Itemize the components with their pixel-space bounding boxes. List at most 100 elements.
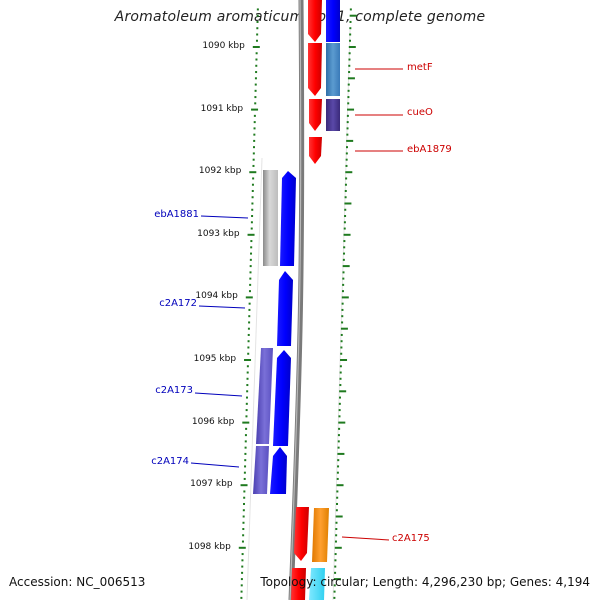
minor-tick: [254, 83, 257, 86]
minor-tick: [254, 89, 257, 92]
inner-major-tick: [343, 233, 351, 236]
gene-metF-arrow[interactable]: [308, 43, 322, 96]
inner-minor-tick: [341, 315, 344, 318]
inner-minor-tick: [338, 409, 341, 412]
minor-tick: [247, 333, 250, 336]
minor-tick: [254, 96, 257, 99]
inner-minor-tick: [340, 340, 343, 343]
minor-tick: [250, 252, 253, 255]
gene-label-c2A175[interactable]: c2A175: [392, 533, 430, 544]
minor-tick: [251, 215, 254, 218]
minor-tick: [249, 258, 252, 261]
minor-tick: [251, 208, 254, 211]
gene-label-ebA1879[interactable]: ebA1879: [407, 144, 452, 155]
minor-tick: [248, 315, 251, 318]
minor-tick: [255, 64, 258, 67]
minor-tick: [244, 459, 247, 462]
gene-cueO-arrow[interactable]: [309, 99, 322, 131]
gene-label-ebA1881[interactable]: ebA1881: [154, 209, 199, 220]
inner-minor-tick: [335, 509, 338, 512]
inner-minor-tick: [341, 321, 344, 324]
inner-minor-tick: [345, 146, 348, 149]
gene-c2A174-arrow[interactable]: [270, 447, 287, 494]
inner-minor-tick: [347, 96, 350, 99]
inner-major-tick: [347, 108, 355, 111]
inner-major-tick: [340, 327, 348, 330]
inner-minor-tick: [340, 346, 343, 349]
ruler-tick-label: 1098 kbp: [188, 541, 231, 552]
minor-tick: [249, 277, 252, 280]
inner-minor-tick: [344, 215, 347, 218]
inner-minor-tick: [345, 177, 348, 180]
minor-tick: [242, 509, 245, 512]
minor-tick: [245, 415, 248, 418]
inner-minor-tick: [336, 471, 339, 474]
lane-outline-left: [246, 157, 263, 600]
gene-top-arrow[interactable]: [308, 0, 322, 42]
inner-minor-tick: [346, 121, 349, 124]
minor-tick: [243, 490, 246, 493]
minor-tick: [240, 578, 243, 581]
minor-tick: [242, 534, 245, 537]
gene-top-category: [326, 0, 340, 42]
inner-minor-tick: [342, 283, 345, 286]
inner-major-tick: [336, 484, 344, 487]
inner-minor-tick: [335, 528, 338, 531]
minor-tick: [252, 164, 255, 167]
inner-major-tick: [333, 578, 341, 581]
minor-tick: [246, 384, 249, 387]
label-leader-c2A172: [198, 305, 246, 309]
minor-tick: [253, 121, 256, 124]
gene-c2A174-category: [253, 446, 269, 494]
gene-ebA1881-arrow[interactable]: [280, 171, 296, 266]
inner-major-tick: [344, 202, 352, 205]
minor-tick: [246, 371, 249, 374]
gene-label-c2A173[interactable]: c2A173: [155, 385, 193, 396]
inner-minor-tick: [336, 477, 339, 480]
gene-label-metF[interactable]: metF: [407, 62, 433, 73]
label-leader-c2A173: [194, 392, 243, 397]
inner-minor-tick: [337, 465, 340, 468]
minor-tick: [256, 27, 259, 30]
gene-label-cueO[interactable]: cueO: [407, 107, 433, 118]
major-tick: [252, 46, 260, 48]
minor-tick: [248, 302, 251, 305]
inner-minor-tick: [334, 571, 337, 574]
inner-minor-tick: [345, 158, 348, 161]
inner-minor-tick: [338, 402, 341, 405]
inner-minor-tick: [340, 333, 343, 336]
inner-major-tick: [340, 359, 348, 361]
minor-tick: [247, 340, 250, 343]
inner-minor-tick: [336, 502, 339, 505]
minor-tick: [251, 189, 254, 192]
inner-minor-tick: [340, 352, 343, 355]
minor-tick: [243, 496, 246, 499]
gene-c2A175-arrow[interactable]: [294, 507, 309, 561]
major-tick: [240, 484, 248, 487]
minor-tick: [245, 402, 248, 405]
minor-tick: [243, 502, 246, 505]
inner-minor-tick: [338, 415, 341, 418]
gene-label-c2A174[interactable]: c2A174: [151, 456, 189, 467]
minor-tick: [255, 58, 258, 61]
label-leader-c2A175: [341, 536, 390, 541]
inner-minor-tick: [348, 64, 351, 67]
minor-tick: [250, 246, 253, 249]
gene-ebA1879-arrow[interactable]: [309, 137, 322, 164]
minor-tick: [248, 308, 251, 311]
inner-minor-tick: [334, 559, 337, 562]
major-tick: [242, 421, 250, 424]
gene-bottom-arrow[interactable]: [291, 568, 306, 600]
inner-minor-tick: [339, 365, 342, 368]
inner-minor-tick: [336, 490, 339, 493]
gene-c2A172-arrow[interactable]: [277, 271, 293, 346]
minor-tick: [246, 377, 249, 380]
minor-tick: [255, 52, 258, 55]
inner-minor-tick: [349, 20, 352, 23]
gene-c2A173-arrow[interactable]: [273, 350, 291, 446]
gene-label-c2A172[interactable]: c2A172: [159, 298, 197, 309]
inner-minor-tick: [347, 102, 350, 105]
gene-c2A173-category: [256, 348, 273, 444]
inner-minor-tick: [349, 33, 352, 36]
inner-major-tick: [342, 265, 350, 268]
